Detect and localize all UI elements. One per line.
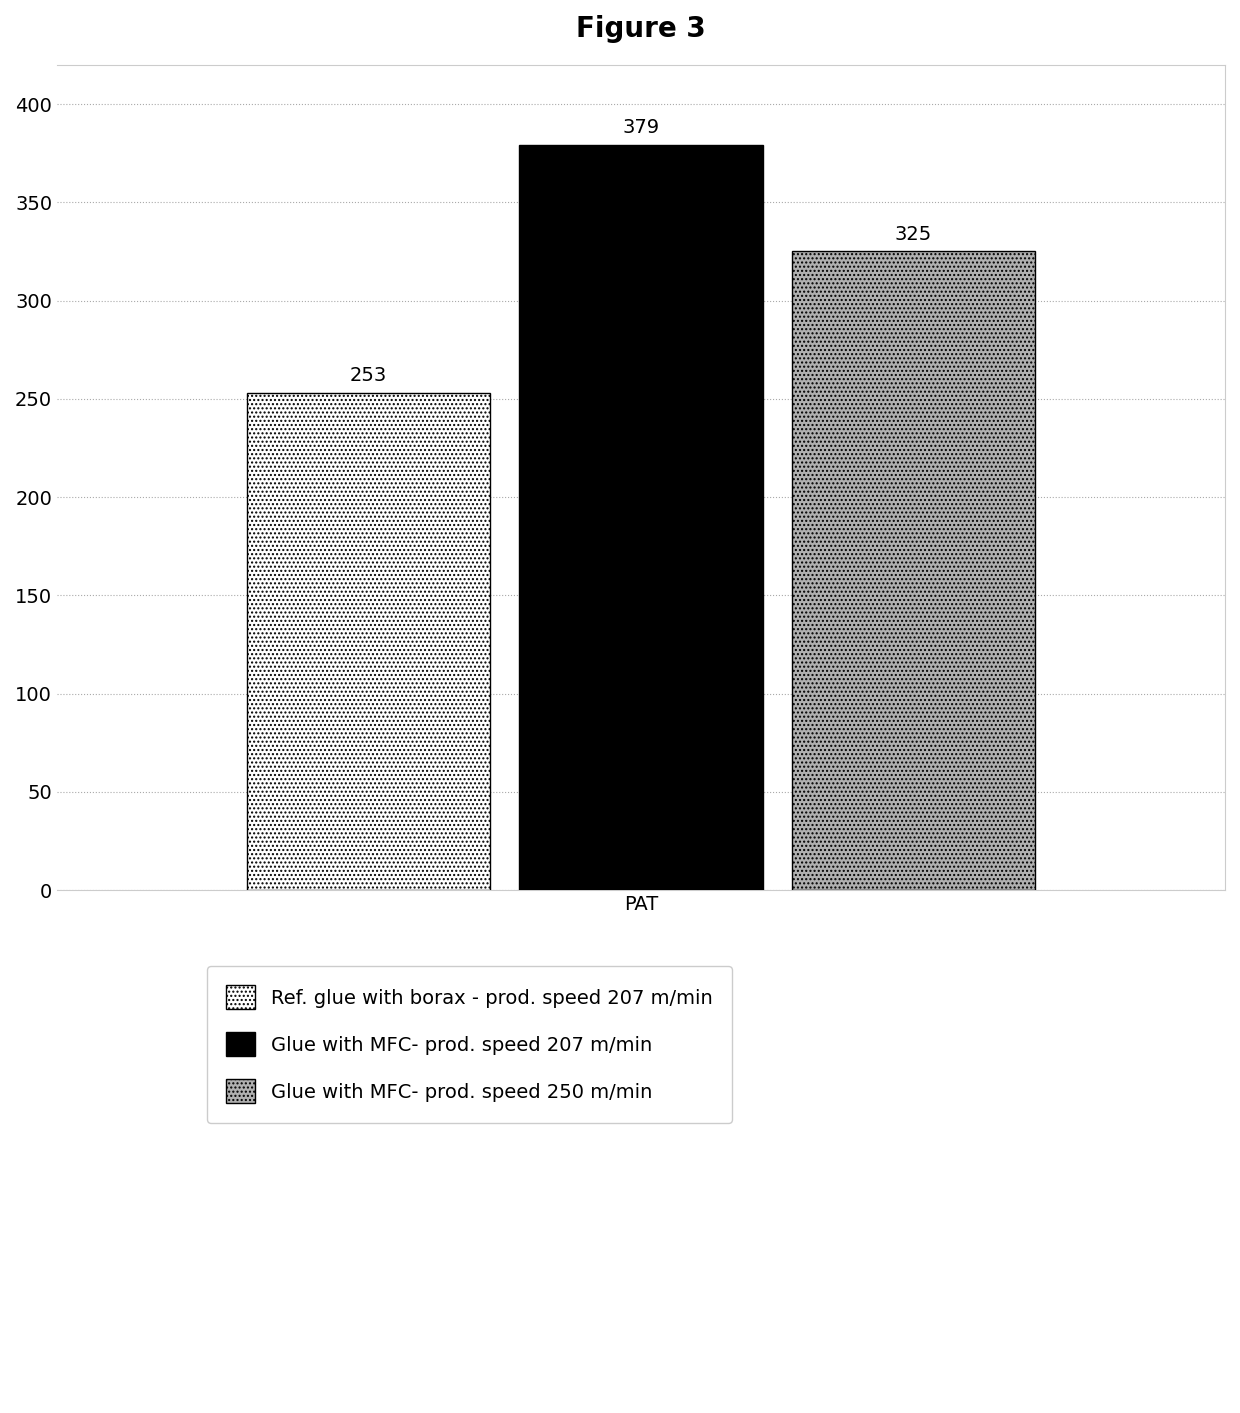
Bar <box>520 146 763 890</box>
Text: 379: 379 <box>622 119 660 137</box>
Title: Figure 3: Figure 3 <box>577 16 706 42</box>
Bar <box>247 393 490 890</box>
Bar <box>792 252 1035 890</box>
Text: 253: 253 <box>350 366 387 386</box>
Text: 325: 325 <box>895 225 932 243</box>
Legend: Ref. glue with borax - prod. speed 207 m/min, Glue with MFC- prod. speed 207 m/m: Ref. glue with borax - prod. speed 207 m… <box>207 966 733 1123</box>
